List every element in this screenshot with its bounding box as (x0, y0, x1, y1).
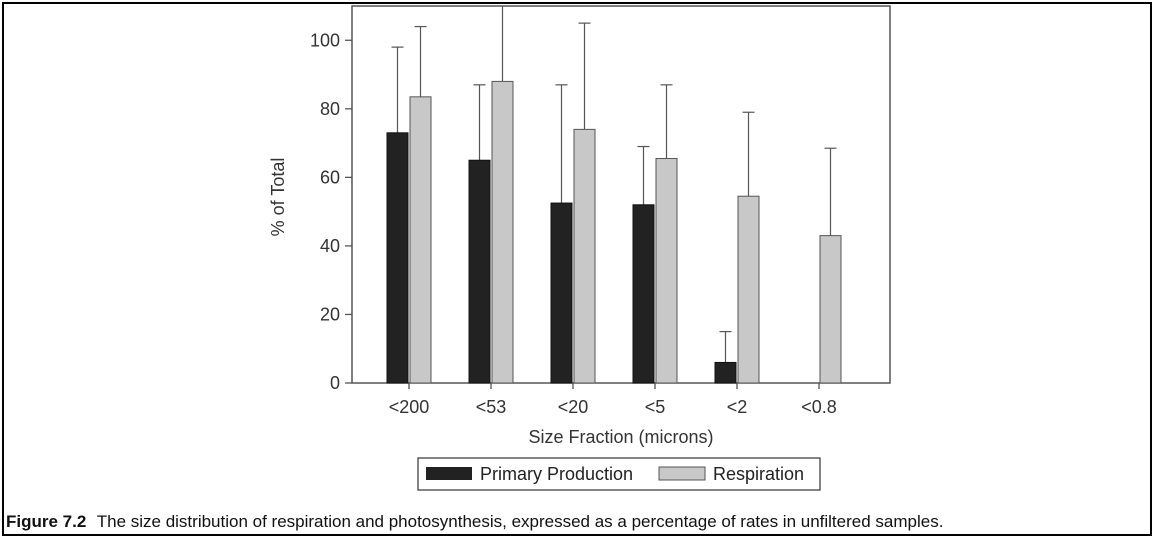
bar-respiration (573, 128, 596, 384)
x-tick-label: <0.8 (801, 397, 837, 417)
x-tick-label: <200 (389, 397, 430, 417)
bar-respiration (409, 96, 432, 384)
bar-respiration (655, 158, 678, 384)
figure-label: Figure 7.2 (6, 512, 87, 531)
x-tick-label: <20 (558, 397, 589, 417)
plot-area (351, 5, 891, 384)
legend-label-primary-production: Primary Production (480, 464, 633, 484)
y-tick-label: 100 (310, 30, 340, 50)
figure-caption-text: The size distribution of respiration and… (96, 512, 944, 531)
legend-label-respiration: Respiration (713, 464, 804, 484)
x-tick-label: <2 (727, 397, 748, 417)
bar-primary-production (550, 202, 573, 384)
y-tick-label: 0 (330, 373, 340, 393)
bar-chart: 0 20 40 60 80 100 <200 <53 <20 <5 <2 <0.8 Size Fra… (268, 5, 891, 491)
bar-respiration (737, 195, 760, 384)
bar-primary-production (468, 159, 491, 384)
bar-respiration (491, 80, 514, 384)
figure-caption: Figure 7.2 The size distribution of resp… (6, 512, 1146, 532)
legend: Primary Production Respiration (417, 457, 821, 491)
y-tick-label: 40 (320, 236, 340, 256)
x-tick-label: <53 (476, 397, 507, 417)
x-tick-label: <5 (645, 397, 666, 417)
y-axis-title: % of Total (268, 158, 288, 237)
y-tick-label: 80 (320, 99, 340, 119)
bar-primary-production (714, 361, 737, 384)
y-axis: 0 20 40 60 80 100 (310, 30, 352, 393)
y-tick-label: 20 (320, 304, 340, 324)
legend-box (417, 457, 821, 491)
legend-swatch-primary-production (426, 467, 472, 480)
bars-group (386, 6, 842, 384)
y-tick-label: 60 (320, 167, 340, 187)
x-axis-title: Size Fraction (microns) (528, 427, 713, 447)
bar-respiration (819, 235, 842, 384)
bar-primary-production (632, 204, 655, 384)
x-axis: <200 <53 <20 <5 <2 <0.8 (389, 383, 837, 417)
legend-swatch-respiration (658, 466, 706, 481)
bar-primary-production (386, 132, 409, 384)
